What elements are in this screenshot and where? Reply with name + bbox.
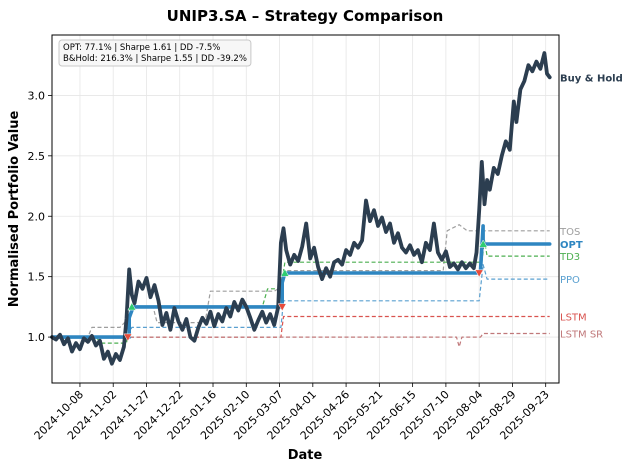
y-axis-label: Normalised Portfolio Value: [7, 111, 22, 308]
y-tick-label: 3.0: [28, 89, 46, 102]
buy-marker: [280, 268, 290, 277]
trade-markers: [123, 239, 488, 342]
sell-marker: [123, 333, 133, 342]
x-axis-label: Date: [288, 448, 323, 463]
end-label-opt: OPT: [560, 240, 583, 251]
end-label-tos: TOS: [559, 227, 580, 238]
end-label-ppo: PPO: [560, 275, 580, 286]
buy-marker: [478, 239, 488, 248]
series-line-opt: [50, 224, 552, 339]
y-tick-label: 2.5: [28, 150, 46, 163]
series-layer: [50, 51, 552, 366]
buy-marker: [127, 302, 137, 311]
y-tick-label: 1.5: [28, 271, 46, 284]
y-tick-label: 2.0: [28, 210, 46, 223]
end-label-td3: TD3: [559, 252, 580, 263]
series-line-buy-hold: [50, 51, 552, 366]
sell-marker: [474, 269, 484, 278]
stats-box: OPT: 77.1% | Sharpe 1.61 | DD -7.5% B&Ho…: [58, 39, 252, 67]
stats-line-buy-hold: B&Hold: 216.3% | Sharpe 1.55 | DD -39.2%: [63, 54, 247, 64]
y-tick-label: 1.0: [28, 331, 46, 344]
end-label-buy-hold: Buy & Hold: [560, 73, 623, 84]
sell-marker: [277, 303, 287, 312]
series-line-lstm-sr: [52, 332, 550, 348]
end-label-lstm: LSTM: [560, 313, 587, 324]
stats-box-background: [58, 39, 252, 67]
chart-title: UNIP3.SA – Strategy Comparison: [167, 7, 444, 25]
stats-line-opt: OPT: 77.1% | Sharpe 1.61 | DD -7.5%: [63, 43, 220, 53]
plot-frame: [51, 34, 560, 384]
end-label-lstm-sr: LSTM SR: [560, 329, 603, 340]
series-line-tos: [52, 224, 550, 338]
